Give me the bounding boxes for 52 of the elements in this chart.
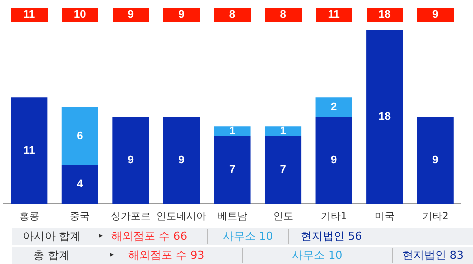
text: 9 (163, 8, 200, 22)
text: 총 합계 (32, 248, 72, 263)
data-label: 18 (366, 8, 404, 22)
data-label: 4 (77, 178, 84, 191)
text: 11 (316, 8, 352, 22)
data-label: 9 (330, 154, 338, 167)
data-label: 11 (24, 144, 36, 157)
text: 해외점포 수 93 (128, 248, 206, 263)
bar (316, 117, 352, 204)
bar (417, 117, 454, 204)
x-tick-label: 싱가포르 (110, 212, 151, 223)
text: 9 (112, 8, 150, 22)
bar (62, 165, 98, 204)
text: 사무소 10 (242, 248, 392, 263)
data-label: 9 (432, 154, 439, 167)
x-tick-label: 인도 (273, 212, 294, 223)
bar (163, 117, 200, 204)
data-label: 1 (280, 126, 286, 138)
bar (265, 136, 302, 204)
data-label: 9 (178, 154, 185, 167)
bar (62, 107, 98, 166)
text: 9 (417, 8, 454, 22)
data-label: 9 (128, 154, 134, 167)
x-tick-label: 중국 (70, 212, 90, 223)
text: 11 (11, 8, 48, 22)
bar (316, 98, 352, 117)
bar (214, 126, 251, 136)
x-tick-label: 베트남 (218, 212, 248, 223)
x-tick-label: 홍콩 (19, 212, 40, 223)
text: 현지법인 83 (392, 248, 473, 263)
bar (265, 126, 302, 136)
data-label: 2 (330, 101, 338, 114)
x-tick-label: 미국 (374, 212, 395, 223)
data-label: 7 (280, 164, 286, 176)
data-label: 1 (229, 126, 236, 138)
annotation: 18 (378, 111, 391, 124)
text: 8 (214, 8, 251, 22)
text: 사무소 10 (207, 229, 288, 244)
bar (11, 98, 48, 204)
bar (112, 117, 150, 204)
text: 8 (264, 8, 302, 22)
bar (366, 30, 404, 204)
text: 10 (62, 8, 98, 22)
x-tick-label: 기타2 (422, 212, 449, 223)
data-label: 6 (77, 130, 84, 142)
data-label: 7 (229, 164, 236, 176)
text: 해외점포 수 66 (110, 229, 188, 244)
bar (214, 136, 251, 204)
x-tick-label: 인도네시아 (156, 212, 207, 223)
x-tick-label: 기타1 (320, 212, 348, 223)
text: 아시아 합계 (22, 229, 82, 244)
text: 현지법인 56 (288, 229, 374, 244)
